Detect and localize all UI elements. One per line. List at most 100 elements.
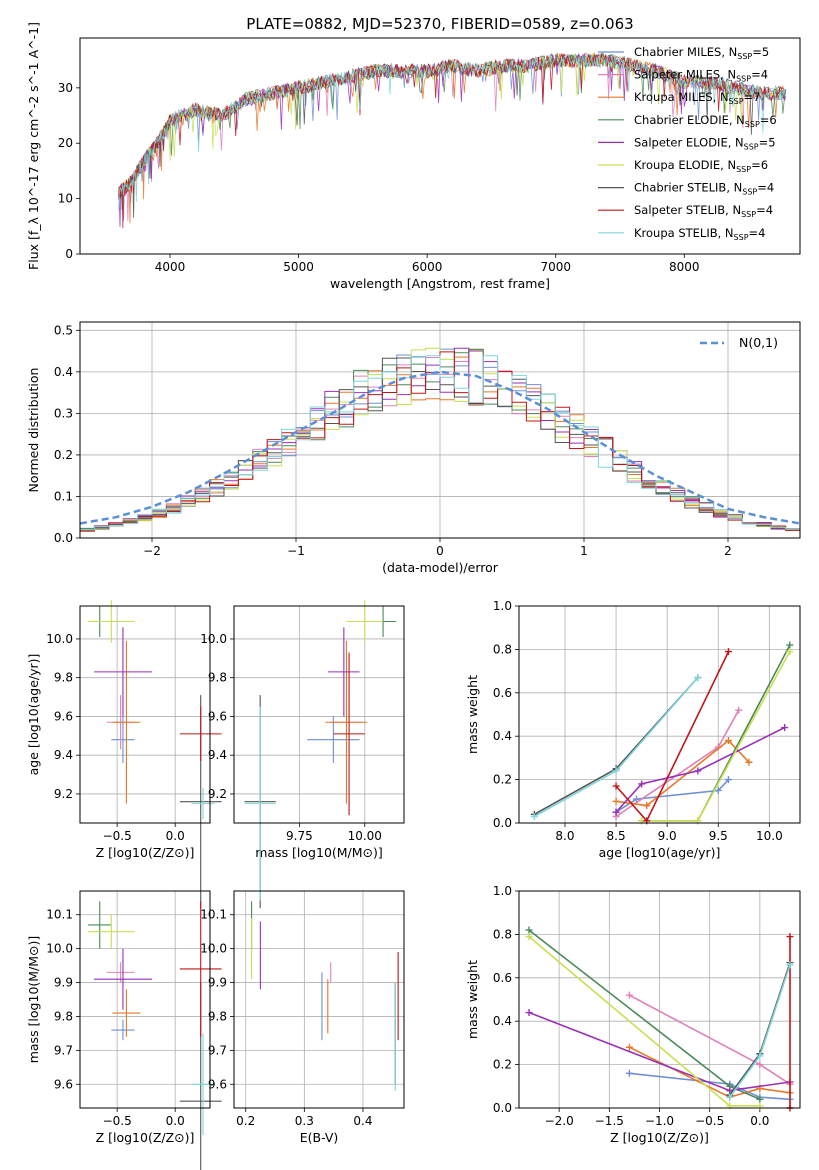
- y-tick-label: 9.6: [208, 1077, 227, 1091]
- weight-marker: [781, 724, 789, 732]
- axes-frame: [233, 890, 405, 1109]
- x-tick-label: 5000: [283, 260, 314, 274]
- x-tick-label: 0.2: [236, 1114, 255, 1128]
- weight-marker: [786, 961, 794, 969]
- weight-marker: [745, 758, 753, 766]
- y-axis-label: mass weight: [465, 675, 480, 754]
- axes-frame: [79, 605, 211, 824]
- point-salpeter-stelib: [333, 652, 365, 816]
- y-tick-label: 9.2: [54, 787, 73, 801]
- x-tick-label: 6000: [412, 260, 443, 274]
- spectrum-line: [118, 53, 787, 211]
- point-chabrier-elodie: [88, 901, 112, 949]
- y-tick-label: 0.0: [493, 1101, 512, 1115]
- y-tick-label: 10: [58, 192, 73, 206]
- y-tick-label: 0.1: [54, 489, 73, 503]
- weight-marker: [612, 767, 620, 775]
- legend-label: Salpeter STELIB, NSSP=4: [634, 203, 773, 219]
- point-salpeter-elodie: [93, 948, 152, 1010]
- y-tick-label: 9.7: [54, 1043, 73, 1057]
- axes-frame: [233, 605, 405, 824]
- legend-label: Kroupa ELODIE, NSSP=6: [634, 158, 768, 174]
- x-axis-label: Z [log10(Z/Z⊙)]: [610, 1130, 709, 1145]
- histogram-line: [80, 347, 800, 531]
- y-tick-label: 0.0: [54, 531, 73, 545]
- legend-label: N(0,1): [739, 335, 778, 350]
- point-kroupa-elodie: [88, 914, 135, 949]
- point-kroupa-miles: [325, 640, 368, 804]
- weight-marker: [612, 808, 620, 816]
- y-tick-label: 0.5: [54, 323, 73, 337]
- x-tick-label: 8.5: [607, 829, 626, 843]
- y-tick-label: 0.2: [493, 773, 512, 787]
- y-tick-label: 0: [65, 247, 73, 261]
- weight-marker: [625, 1069, 633, 1077]
- series-kroupa-stelib: [530, 674, 702, 820]
- axes-frame: [79, 890, 211, 1109]
- weight-marker: [638, 780, 646, 788]
- point-chabrier-miles: [111, 716, 135, 763]
- x-tick-label: 0.4: [353, 1114, 372, 1128]
- x-axis-label: age [log10(age/yr)]: [599, 845, 721, 860]
- x-tick-label: 7000: [540, 260, 571, 274]
- x-tick-label: 9.75: [286, 829, 313, 843]
- y-tick-label: 1.0: [493, 599, 512, 613]
- weight-marker: [786, 641, 794, 649]
- y-tick-label: 1.0: [493, 884, 512, 898]
- weight-marker: [786, 648, 794, 656]
- weight-line: [629, 1072, 791, 1101]
- point-chabrier-miles: [111, 1019, 135, 1041]
- y-tick-label: 9.6: [208, 709, 227, 723]
- weight-marker: [756, 1052, 764, 1060]
- point-kroupa-stelib: [191, 1033, 215, 1136]
- point-salpeter-elodie: [93, 627, 152, 717]
- normal-curve: [79, 370, 801, 525]
- y-axis-label: age [log10(age/yr)]: [26, 654, 41, 776]
- weight-marker: [726, 1093, 734, 1101]
- x-tick-label: 0: [436, 544, 444, 558]
- weight-marker: [525, 933, 533, 941]
- x-axis-label: wavelength [Angstrom, rest frame]: [330, 276, 550, 291]
- point-kroupa-stelib: [191, 788, 215, 820]
- figure-title: PLATE=0882, MJD=52370, FIBERID=0589, z=0…: [246, 15, 633, 33]
- weight-marker: [643, 802, 651, 810]
- legend-label: Kroupa STELIB, NSSP=4: [634, 226, 765, 242]
- x-tick-label: 10.00: [348, 829, 382, 843]
- x-tick-label: 9.0: [658, 829, 677, 843]
- x-tick-label: 0.0: [166, 1114, 185, 1128]
- x-tick-label: −1: [287, 544, 305, 558]
- axes-frame: [79, 37, 801, 255]
- legend-label: Chabrier MILES, NSSP=5: [634, 45, 769, 61]
- weight-marker: [735, 706, 743, 714]
- plot-area: [525, 926, 794, 1112]
- y-tick-label: 10.0: [200, 942, 227, 956]
- y-tick-label: 9.4: [208, 748, 227, 762]
- histogram-line: [80, 357, 800, 531]
- axes-frame: [518, 890, 801, 1109]
- point-chabrier-miles: [307, 716, 360, 763]
- y-tick-label: 0.0: [493, 816, 512, 830]
- weight-marker: [525, 926, 533, 934]
- legend-label: Salpeter MILES, NSSP=4: [634, 68, 768, 84]
- x-tick-label: −1.5: [595, 1114, 624, 1128]
- x-tick-label: −2: [143, 544, 161, 558]
- x-tick-label: 0.0: [750, 1114, 769, 1128]
- legend-label: Chabrier ELODIE, NSSP=6: [634, 113, 777, 129]
- x-tick-label: 9.5: [709, 829, 728, 843]
- y-tick-label: 9.6: [54, 709, 73, 723]
- x-tick-label: 4000: [155, 260, 186, 274]
- y-tick-label: 0.4: [493, 729, 512, 743]
- panel-mass-vs-Z: −0.5 0.0 9.6 9.7 9.8 9.9 10.0 10.1 Z [log10(Z/Z⊙…: [26, 890, 222, 1170]
- y-tick-label: 20: [58, 136, 73, 150]
- y-tick-label: 9.8: [208, 671, 227, 685]
- panel-weight-vs-Z: −2.0 −1.5 −1.0 −0.5 0.0 0.0 0.2 0.4 0.6 0.8 1.0 Z […: [465, 884, 801, 1145]
- plot-area: [244, 600, 397, 909]
- histogram-line: [80, 355, 800, 531]
- y-tick-label: 30: [58, 81, 73, 95]
- weight-line: [528, 929, 761, 1101]
- legend-label: Kroupa MILES, NSSP=7: [634, 90, 760, 106]
- x-tick-label: 10.0: [756, 829, 783, 843]
- weight-marker: [786, 933, 794, 941]
- x-axis-label: E(B-V): [300, 1130, 339, 1145]
- y-tick-label: 9.6: [54, 1077, 73, 1091]
